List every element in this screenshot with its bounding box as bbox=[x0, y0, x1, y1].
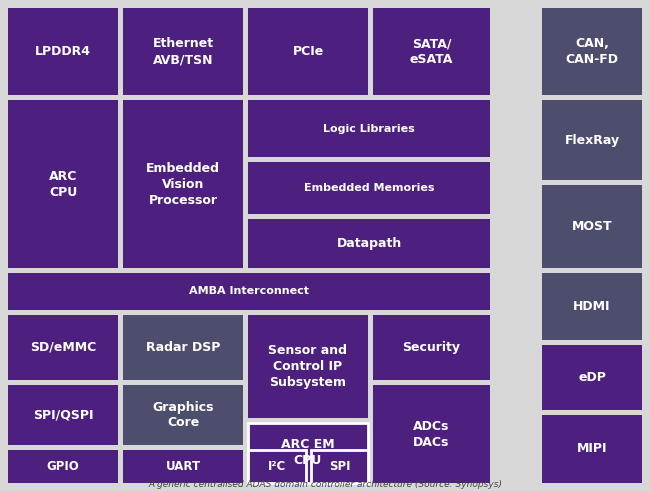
Bar bbox=[373, 8, 490, 95]
Text: Datapath: Datapath bbox=[337, 237, 402, 250]
Text: eDP: eDP bbox=[578, 371, 606, 384]
Bar bbox=[123, 100, 243, 268]
Text: ARC EM
CPU: ARC EM CPU bbox=[281, 438, 335, 467]
Text: PCIe: PCIe bbox=[292, 45, 324, 58]
Text: ARC
CPU: ARC CPU bbox=[49, 169, 77, 198]
Text: GPIO: GPIO bbox=[47, 460, 79, 473]
Bar bbox=[8, 100, 118, 268]
Bar bbox=[8, 8, 118, 95]
Bar bbox=[8, 385, 118, 445]
Text: FlexRay: FlexRay bbox=[564, 134, 619, 146]
Bar bbox=[123, 8, 243, 95]
Bar bbox=[542, 8, 642, 95]
Text: MOST: MOST bbox=[572, 220, 612, 233]
Bar bbox=[373, 385, 490, 483]
Bar bbox=[123, 315, 243, 380]
Bar bbox=[542, 345, 642, 410]
Bar bbox=[542, 100, 642, 180]
Bar bbox=[542, 415, 642, 483]
Text: CAN,
CAN-FD: CAN, CAN-FD bbox=[566, 37, 619, 66]
Text: Graphics
Core: Graphics Core bbox=[152, 401, 214, 430]
Bar bbox=[248, 100, 490, 157]
Text: SATA/
eSATA: SATA/ eSATA bbox=[410, 37, 453, 66]
Text: LPDDR4: LPDDR4 bbox=[35, 45, 91, 58]
Text: Embedded Memories: Embedded Memories bbox=[304, 183, 434, 193]
Text: SD/eMMC: SD/eMMC bbox=[30, 341, 96, 354]
Bar bbox=[311, 450, 368, 483]
Text: AMBA Interconnect: AMBA Interconnect bbox=[189, 287, 309, 297]
Text: Embedded
Vision
Processor: Embedded Vision Processor bbox=[146, 162, 220, 207]
Bar bbox=[248, 219, 490, 268]
Text: A generic centralised ADAS domain controller architecture (Source: Synopsys): A generic centralised ADAS domain contro… bbox=[148, 480, 502, 489]
Text: Logic Libraries: Logic Libraries bbox=[323, 124, 415, 134]
Text: ADCs
DACs: ADCs DACs bbox=[413, 419, 450, 448]
Bar bbox=[248, 450, 306, 483]
Bar bbox=[248, 315, 368, 418]
Bar bbox=[248, 8, 368, 95]
Text: Ethernet
AVB/TSN: Ethernet AVB/TSN bbox=[153, 37, 214, 66]
Text: HDMI: HDMI bbox=[573, 300, 611, 313]
Bar bbox=[248, 162, 490, 214]
Bar bbox=[373, 315, 490, 380]
Text: MIPI: MIPI bbox=[577, 442, 607, 456]
Text: SPI: SPI bbox=[329, 460, 350, 473]
Text: SPI/QSPI: SPI/QSPI bbox=[32, 409, 93, 421]
Text: Sensor and
Control IP
Subsystem: Sensor and Control IP Subsystem bbox=[268, 344, 348, 389]
Text: UART: UART bbox=[166, 460, 201, 473]
Text: Radar DSP: Radar DSP bbox=[146, 341, 220, 354]
Bar bbox=[123, 450, 243, 483]
Bar bbox=[123, 385, 243, 445]
Bar bbox=[248, 423, 368, 483]
Bar bbox=[8, 273, 490, 310]
Text: Security: Security bbox=[402, 341, 460, 354]
Bar bbox=[542, 273, 642, 340]
Text: I²C: I²C bbox=[268, 460, 286, 473]
Bar bbox=[8, 315, 118, 380]
Bar bbox=[8, 450, 118, 483]
Bar bbox=[542, 185, 642, 268]
